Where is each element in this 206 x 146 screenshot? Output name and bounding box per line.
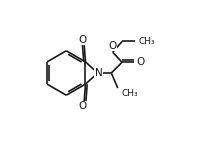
Text: N: N [94,68,102,78]
Text: O: O [78,101,86,111]
Text: O: O [108,40,116,51]
Text: O: O [136,57,144,67]
Text: O: O [78,35,86,45]
Text: CH₃: CH₃ [121,89,137,98]
Text: CH₃: CH₃ [138,36,154,46]
